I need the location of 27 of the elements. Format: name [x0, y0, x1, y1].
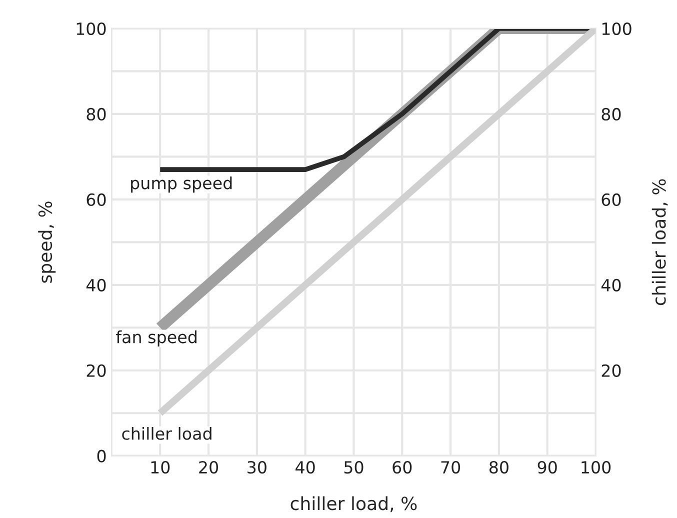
- y-tick-label: 100: [76, 22, 106, 36]
- y-tick-label: 60: [86, 193, 106, 206]
- y-tick-label: 0: [97, 450, 106, 462]
- x-tick-label: 30: [248, 460, 266, 474]
- series-label: pump speed: [131, 176, 232, 193]
- x-tick-label: 90: [538, 460, 557, 474]
- y-tick-label: 20: [86, 364, 106, 377]
- y2-tick-label: 20: [602, 364, 621, 377]
- y2-tick-label: 80: [602, 108, 621, 121]
- x-tick-label: 80: [489, 460, 508, 474]
- x-axis-title: chiller load, %: [290, 496, 417, 512]
- y2-tick-label: 40: [601, 278, 621, 292]
- x-tick-label: 40: [296, 460, 315, 474]
- x-tick-label: 10: [151, 460, 170, 474]
- x-tick-label: 50: [344, 460, 364, 474]
- y-axis-title: speed, %: [38, 202, 56, 283]
- x-tick-label: 20: [199, 460, 218, 474]
- series-label: chiller load: [122, 426, 212, 440]
- y2-tick-label: 60: [602, 193, 621, 206]
- y-tick-label: 80: [86, 108, 106, 121]
- y2-tick-label: 100: [602, 22, 632, 36]
- x-tick-label: 100: [582, 460, 611, 474]
- y-tick-label: 40: [86, 278, 106, 292]
- x-tick-label: 70: [441, 460, 460, 474]
- x-tick-label: 60: [392, 460, 412, 474]
- y2-axis-title: chiller load, %: [652, 179, 668, 306]
- series-label: fan speed: [116, 330, 196, 347]
